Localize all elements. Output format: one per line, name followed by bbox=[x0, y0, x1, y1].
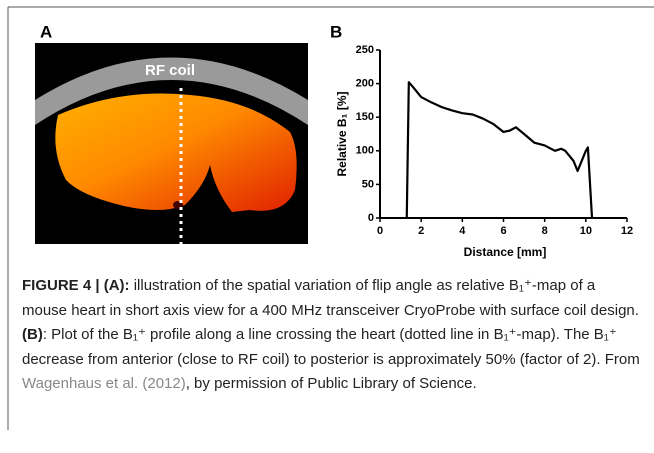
caption-text: : Plot of the B₁⁺ profile along a line c… bbox=[22, 326, 640, 368]
y-tick-label: 150 bbox=[356, 111, 374, 123]
reference-link[interactable]: Wagenhaus et al. (2012) bbox=[22, 375, 186, 392]
x-tick-label: 12 bbox=[621, 225, 633, 237]
caption-text: illustration of the spatial variation of… bbox=[22, 277, 639, 319]
x-tick-label: 0 bbox=[377, 225, 383, 237]
y-tick-label: 200 bbox=[356, 78, 374, 90]
y-axis-title: Relative B₁ [%] bbox=[335, 92, 349, 177]
x-axis-title: Distance [mm] bbox=[464, 245, 547, 259]
mri-image bbox=[35, 43, 308, 245]
y-tick-label: 50 bbox=[362, 178, 374, 190]
y-tick-label: 0 bbox=[368, 212, 374, 224]
x-tick-label: 8 bbox=[542, 225, 548, 237]
y-tick-label: 100 bbox=[356, 145, 374, 157]
x-tick-label: 4 bbox=[459, 225, 466, 237]
y-tick-label: 250 bbox=[356, 44, 374, 56]
image-annotation: RF coil bbox=[145, 62, 195, 79]
panel-label: A bbox=[40, 22, 52, 41]
x-tick-label: 10 bbox=[580, 225, 592, 237]
caption: FIGURE 4 | (A): illustration of the spat… bbox=[22, 274, 642, 397]
data-line bbox=[405, 81, 594, 219]
x-tick-label: 6 bbox=[500, 225, 506, 237]
panel-label: B bbox=[330, 22, 342, 41]
x-tick-label: 2 bbox=[418, 225, 424, 237]
caption-text: , by permission of Public Library of Sci… bbox=[185, 375, 477, 392]
caption-text: (B) bbox=[22, 326, 43, 343]
caption-text: FIGURE 4 | (A): bbox=[22, 277, 130, 294]
